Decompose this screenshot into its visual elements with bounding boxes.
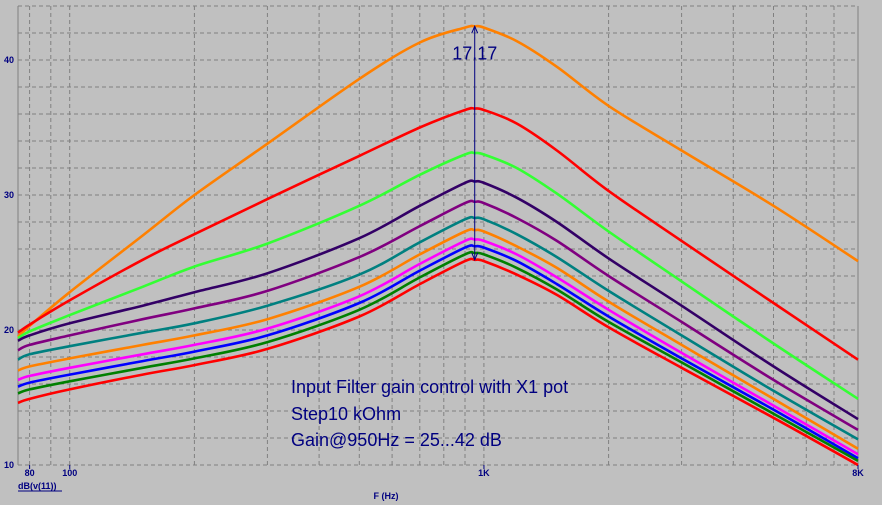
y-tick-label: 20 [4, 325, 14, 335]
y-tick-label: 10 [4, 460, 14, 470]
annotation-step: Step10 kOhm [291, 404, 401, 424]
x-axis-label: F (Hz) [374, 491, 399, 501]
series-line-7 [17, 227, 859, 450]
x-tick-label: 1K [478, 468, 490, 478]
y-tick-label: 30 [4, 190, 14, 200]
marker-arrowhead-top [471, 24, 479, 34]
marker-label: 17.17 [452, 43, 497, 63]
series-line-6 [17, 215, 859, 441]
x-tick-label: 80 [25, 468, 35, 478]
annotation-gain: Gain@950Hz = 25...42 dB [291, 430, 502, 450]
series-line-5 [17, 199, 859, 432]
y-tick-label: 40 [4, 55, 14, 65]
x-tick-label: 100 [62, 468, 77, 478]
series-line-11 [17, 257, 859, 467]
series-line-10 [17, 250, 859, 463]
series-line-3 [17, 151, 859, 400]
marker-arrowhead-bottom [471, 252, 479, 262]
x-tick-label: 8K [852, 468, 864, 478]
series-line-1 [17, 24, 859, 338]
series-line-2 [17, 106, 859, 361]
tick-labels: 10 20 30 40 80 100 1K 8K [4, 55, 864, 478]
series-group [17, 24, 859, 467]
series-line-8 [17, 237, 859, 456]
series-line-9 [17, 244, 859, 460]
series-line-4 [17, 179, 859, 421]
marker-group: 17.17 [452, 24, 497, 262]
y-axis-label: dB(v(11)) [18, 481, 57, 491]
annotation-title: Input Filter gain control with X1 pot [291, 377, 568, 397]
